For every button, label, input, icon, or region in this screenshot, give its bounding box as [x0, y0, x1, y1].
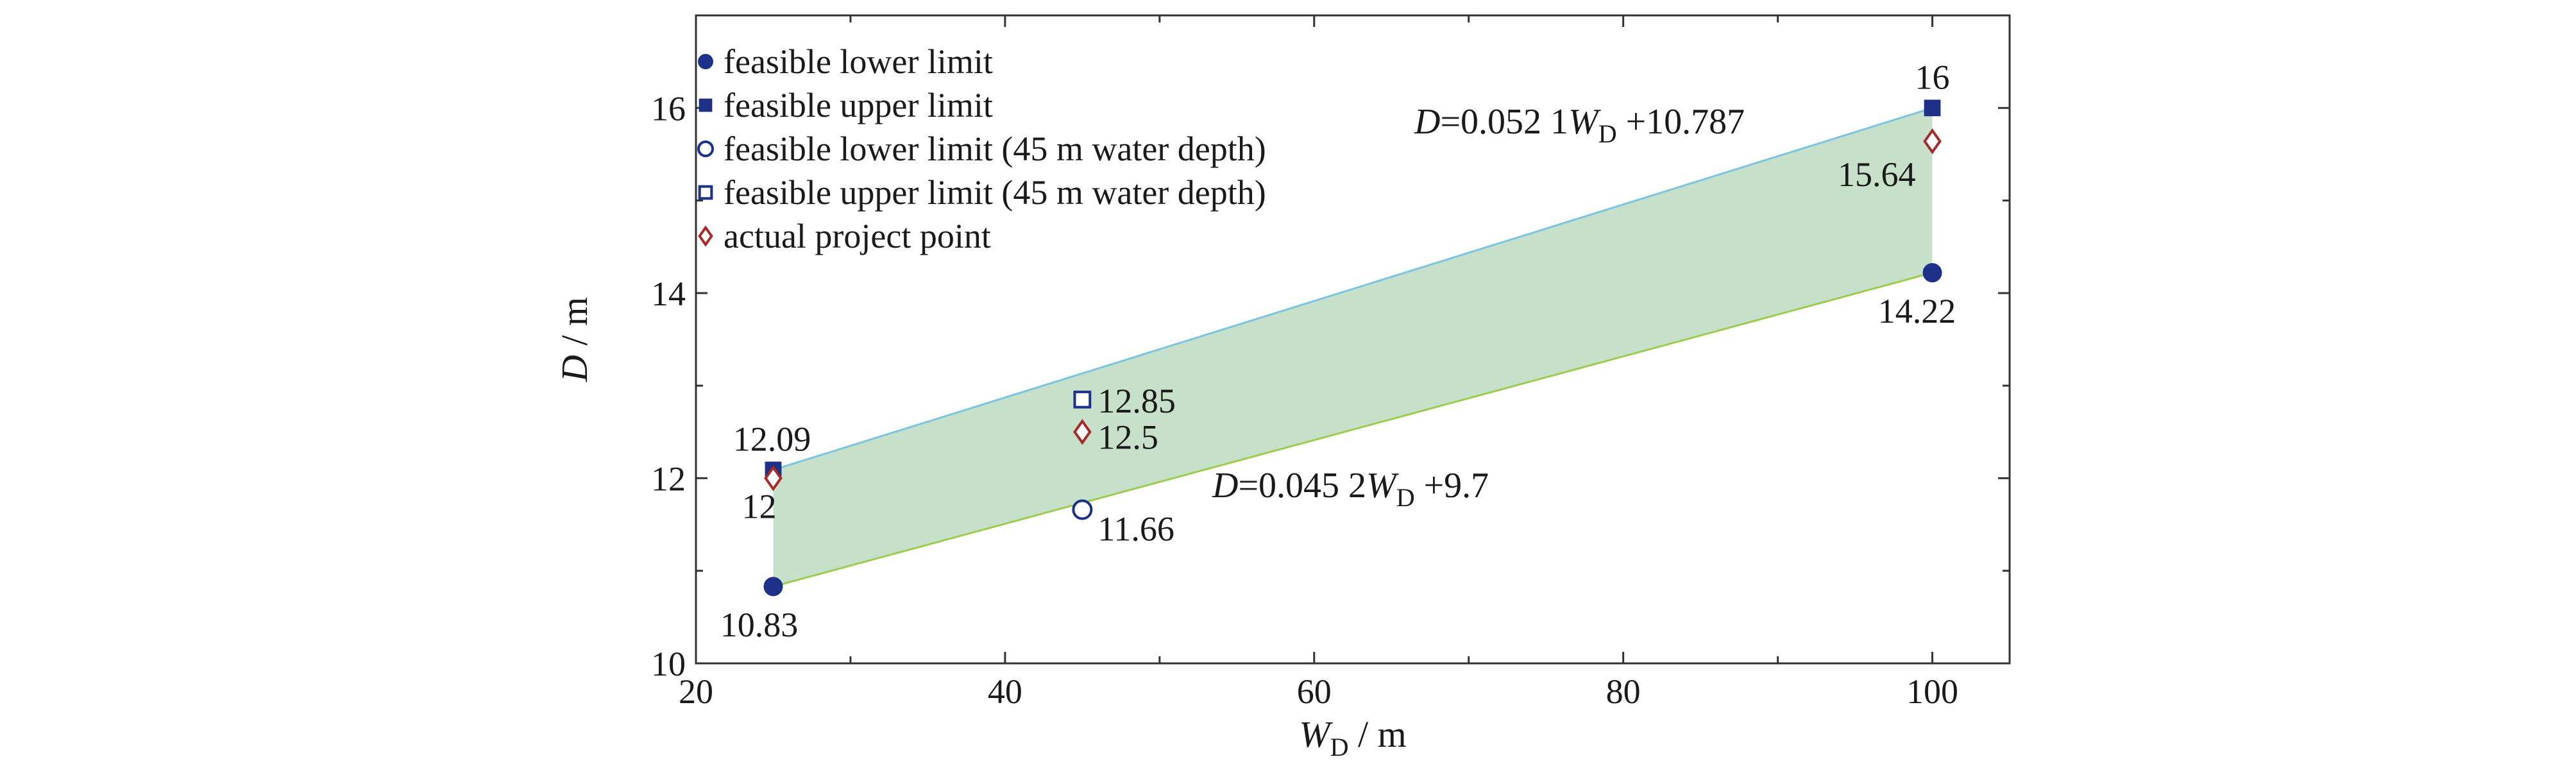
data-point — [763, 577, 783, 597]
data-label: 10.83 — [720, 606, 799, 644]
y-tick-label: 14 — [651, 275, 686, 313]
x-axis-label: WD / m — [1299, 713, 1406, 762]
data-point — [1073, 390, 1092, 409]
x-tick-label: 60 — [1297, 672, 1332, 711]
y-tick-label: 12 — [651, 459, 686, 498]
legend: feasible lower limit feasible upper limit… — [697, 42, 1266, 255]
data-point — [1924, 99, 1941, 117]
data-label: 12.09 — [733, 420, 811, 458]
equation-upper-eq: D=0.052 1WD +10.787 — [1414, 102, 1745, 148]
data-label: 16 — [1915, 58, 1950, 96]
x-tick-label: 80 — [1606, 672, 1641, 711]
data-label: 11.66 — [1097, 509, 1174, 548]
legend-item: actual project point — [698, 217, 991, 255]
x-tick-label: 100 — [1906, 672, 1958, 711]
legend-marker — [698, 225, 713, 247]
legend-label: feasible lower limit (45 m water depth) — [724, 130, 1266, 168]
y-tick-label: 10 — [651, 645, 686, 683]
data-point — [1922, 263, 1942, 283]
data-label: 12.85 — [1097, 382, 1176, 420]
plot-frame — [695, 14, 2011, 665]
legend-item: feasible upper limit — [699, 86, 993, 124]
data-label: 12.5 — [1097, 418, 1158, 456]
data-point — [764, 465, 783, 491]
legend-label: feasible lower limit — [724, 42, 993, 81]
upper-boundary-line — [773, 106, 1933, 471]
legend-marker — [699, 98, 713, 112]
y-tick-label: 16 — [651, 89, 686, 128]
legend-item: feasible lower limit (45 m water depth) — [697, 130, 1266, 168]
data-point — [1923, 128, 1942, 155]
legend-item: feasible lower limit — [698, 42, 993, 81]
legend-label: feasible upper limit (45 m water depth) — [724, 173, 1266, 212]
x-tick-label: 20 — [679, 672, 713, 711]
data-point — [1073, 419, 1092, 445]
lower-boundary-line — [773, 271, 1933, 588]
feasible-band — [773, 108, 1933, 587]
legend-label: actual project point — [724, 217, 991, 255]
legend-item: feasible upper limit (45 m water depth) — [698, 173, 1266, 212]
data-label: 14.22 — [1878, 292, 1956, 330]
data-label: 12 — [741, 487, 776, 525]
equation-lower-eq: D=0.045 2WD +9.7 — [1212, 466, 1489, 512]
y-axis-label: D / m — [554, 297, 595, 382]
data-point — [1072, 499, 1093, 520]
legend-marker — [698, 54, 713, 69]
legend-marker — [698, 185, 713, 200]
data-label: 15.64 — [1838, 155, 1916, 194]
legend-marker — [697, 140, 714, 157]
x-tick-label: 40 — [988, 672, 1022, 711]
legend-label: feasible upper limit — [724, 86, 993, 124]
